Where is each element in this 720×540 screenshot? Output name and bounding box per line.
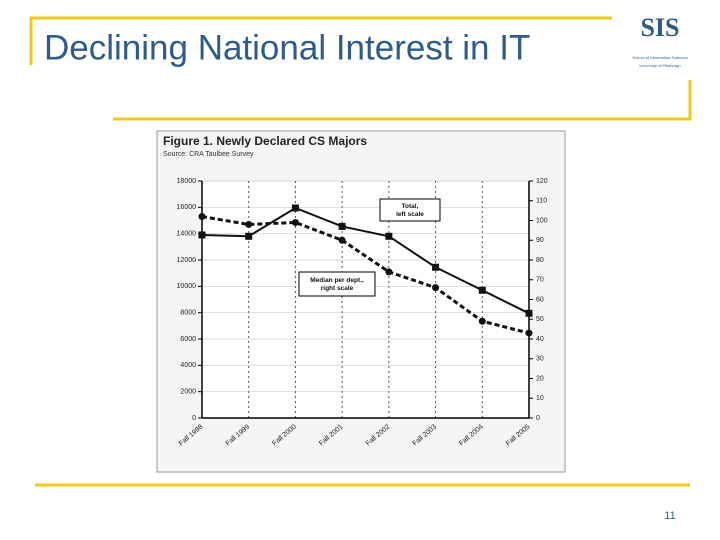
y-tick-label: 0	[192, 415, 196, 422]
point	[478, 317, 486, 325]
logo-mark: SIS	[640, 13, 679, 42]
point	[525, 309, 533, 317]
y-tick-label: 16000	[177, 204, 197, 211]
y-tick-label: 14000	[177, 231, 197, 238]
y2-tick-label: 100	[536, 217, 548, 224]
y2-tick-label: 70	[536, 277, 544, 284]
point	[245, 220, 253, 228]
series-label: Median per dept., right scale	[310, 277, 364, 292]
y-tick-label: 6000	[180, 336, 196, 343]
plot: 0 2000 4000 6000 8000 10000 12000 14000 16000 180…	[177, 178, 548, 448]
decoration	[29, 16, 692, 487]
y2-tick-label: 0	[536, 415, 540, 422]
y2-tick-label: 40	[536, 336, 544, 343]
y2-tick-label: 60	[536, 296, 544, 303]
y-tick-label: 2000	[180, 389, 196, 396]
y-tick-label: 10000	[177, 283, 197, 290]
point	[432, 284, 440, 292]
y-tick-label: 8000	[180, 310, 196, 317]
series-label-box	[379, 198, 441, 222]
y2-tick-label: 50	[536, 316, 544, 323]
series-line	[201, 206, 530, 315]
logo-text: School of Information Sciences	[632, 55, 687, 60]
y2-tick-label: 80	[536, 257, 544, 264]
slide-title: Declining National Interest in IT	[44, 28, 530, 67]
point	[198, 213, 206, 221]
y2-tick-label: 110	[536, 198, 547, 205]
point	[198, 231, 206, 239]
y2-tick-label: 30	[536, 356, 544, 363]
y2-tick-label: 20	[536, 375, 544, 382]
y-tick-label: 12000	[177, 257, 197, 264]
y2-tick-label: 120	[536, 178, 548, 185]
point	[291, 204, 299, 212]
point	[478, 286, 486, 294]
point	[432, 263, 440, 271]
chart-title: Figure 1. Newly Declared CS Majors	[163, 134, 367, 148]
page-number: 11	[664, 510, 675, 522]
plot-area	[202, 181, 529, 418]
series-line	[201, 215, 530, 335]
point	[338, 236, 346, 244]
point	[291, 218, 299, 226]
point	[245, 232, 253, 240]
point	[338, 222, 346, 230]
y2-tick-label: 90	[536, 237, 544, 244]
point	[525, 329, 533, 337]
y-tick-label: 4000	[180, 362, 196, 369]
point	[385, 268, 393, 276]
logo-text: University of Pittsburgh	[639, 63, 680, 68]
y2-tick-label: 10	[536, 395, 544, 402]
series-label-box	[298, 271, 376, 297]
point	[385, 232, 393, 240]
chart-subtitle: Source: CRA Taulbee Survey	[163, 151, 254, 158]
y-tick-label: 18000	[177, 178, 197, 185]
series-label: Total, left scale	[396, 203, 424, 218]
